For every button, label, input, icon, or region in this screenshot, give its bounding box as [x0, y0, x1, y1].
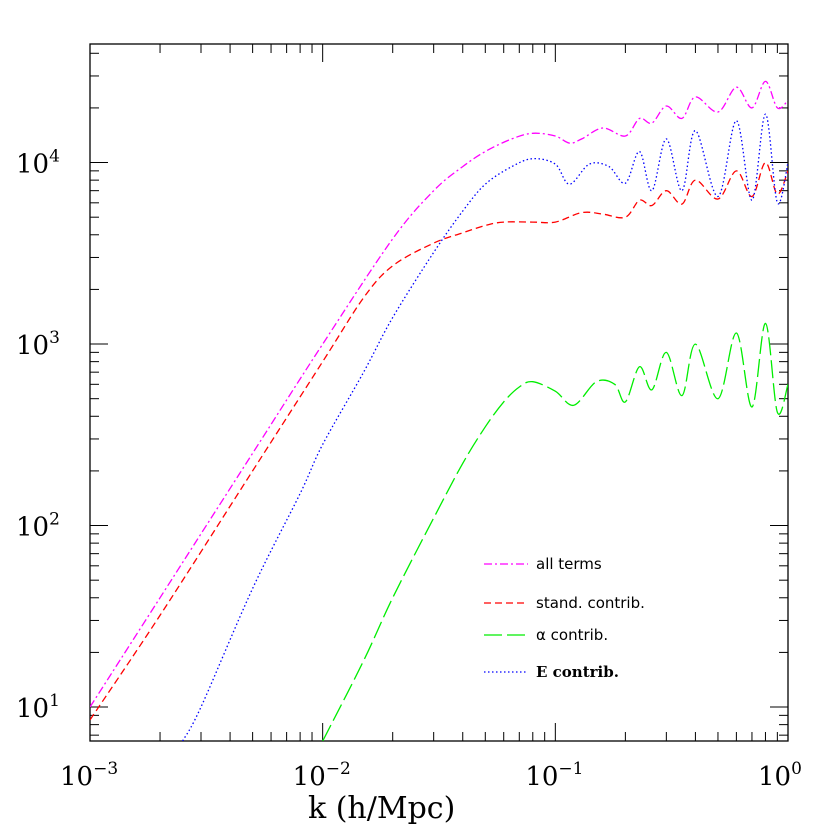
series-group: [90, 80, 788, 741]
x-tick-label: 10−3: [60, 759, 118, 792]
y-tick-label: 101: [16, 691, 60, 724]
legend-label-2: α contrib.: [536, 626, 608, 644]
y-tick-label: 104: [16, 147, 60, 180]
x-tick-label: 10−2: [293, 759, 351, 792]
legend-label-3: E contrib.: [536, 663, 619, 681]
legend-label-1: stand. contrib.: [536, 594, 645, 612]
legend-label-0: all terms: [536, 555, 602, 573]
series-line-2: [322, 322, 788, 741]
plot-frame: [89, 43, 789, 742]
y-tick-label: 102: [16, 510, 60, 543]
x-tick-label: 10−1: [525, 759, 583, 792]
series-line-1: [90, 161, 788, 721]
x-axis-label: k (h/Mpc): [308, 791, 455, 826]
x-tick-label: 100: [758, 759, 802, 792]
tick-labels: 10−3 10−2 10−1 100 101 102 103 104: [16, 147, 802, 792]
y-tick-label: 103: [16, 328, 60, 361]
legend: all terms stand. contrib. α contrib. E cont…: [484, 555, 645, 681]
series-line-3: [182, 113, 788, 741]
